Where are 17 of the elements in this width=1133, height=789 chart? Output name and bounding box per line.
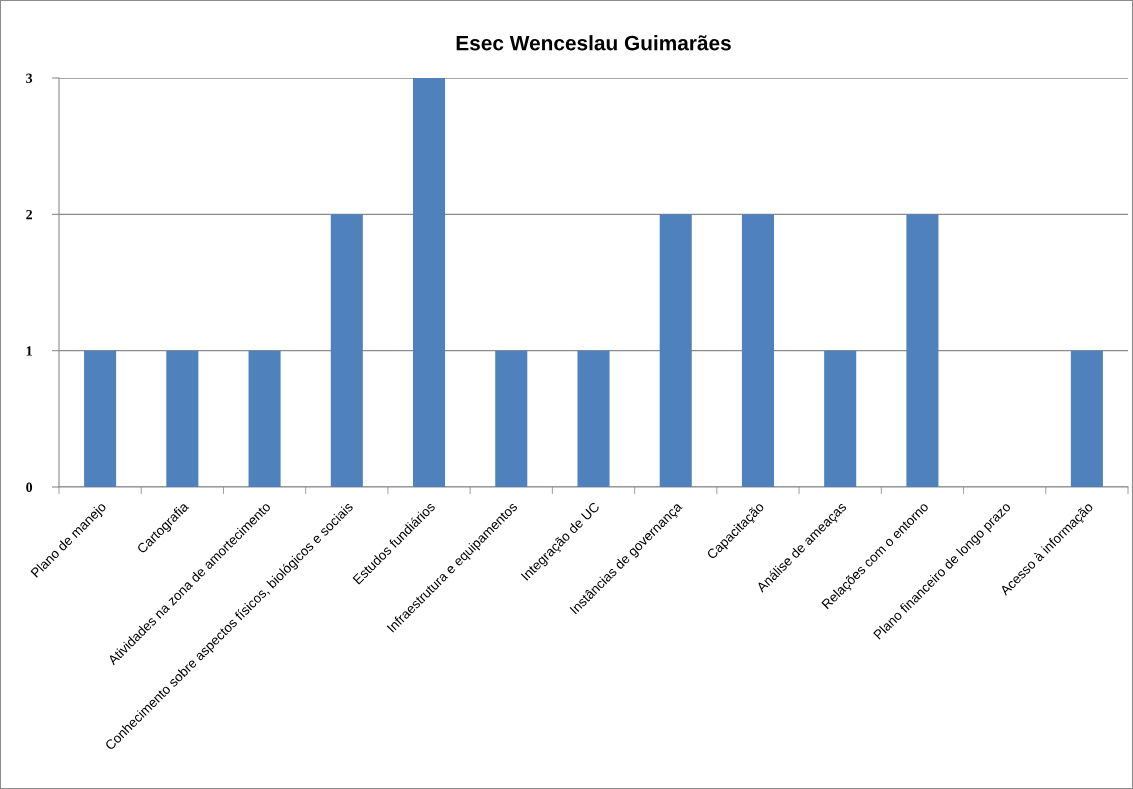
bar bbox=[741, 214, 774, 487]
bar bbox=[1070, 350, 1103, 487]
y-tick-label: 2 bbox=[26, 209, 33, 220]
bar bbox=[577, 350, 610, 487]
bar bbox=[659, 214, 692, 487]
bar bbox=[413, 78, 446, 487]
bar bbox=[84, 350, 117, 487]
bar bbox=[495, 350, 528, 487]
chart-title: Esec Wenceslau Guimarães bbox=[456, 35, 731, 51]
bar bbox=[906, 214, 939, 487]
bar bbox=[824, 350, 857, 487]
y-tick-label: 3 bbox=[26, 73, 33, 83]
bar bbox=[248, 350, 281, 487]
bar bbox=[330, 214, 363, 487]
y-tick-label: 0 bbox=[26, 482, 33, 492]
bar bbox=[166, 350, 199, 487]
y-tick-label: 1 bbox=[26, 346, 32, 356]
